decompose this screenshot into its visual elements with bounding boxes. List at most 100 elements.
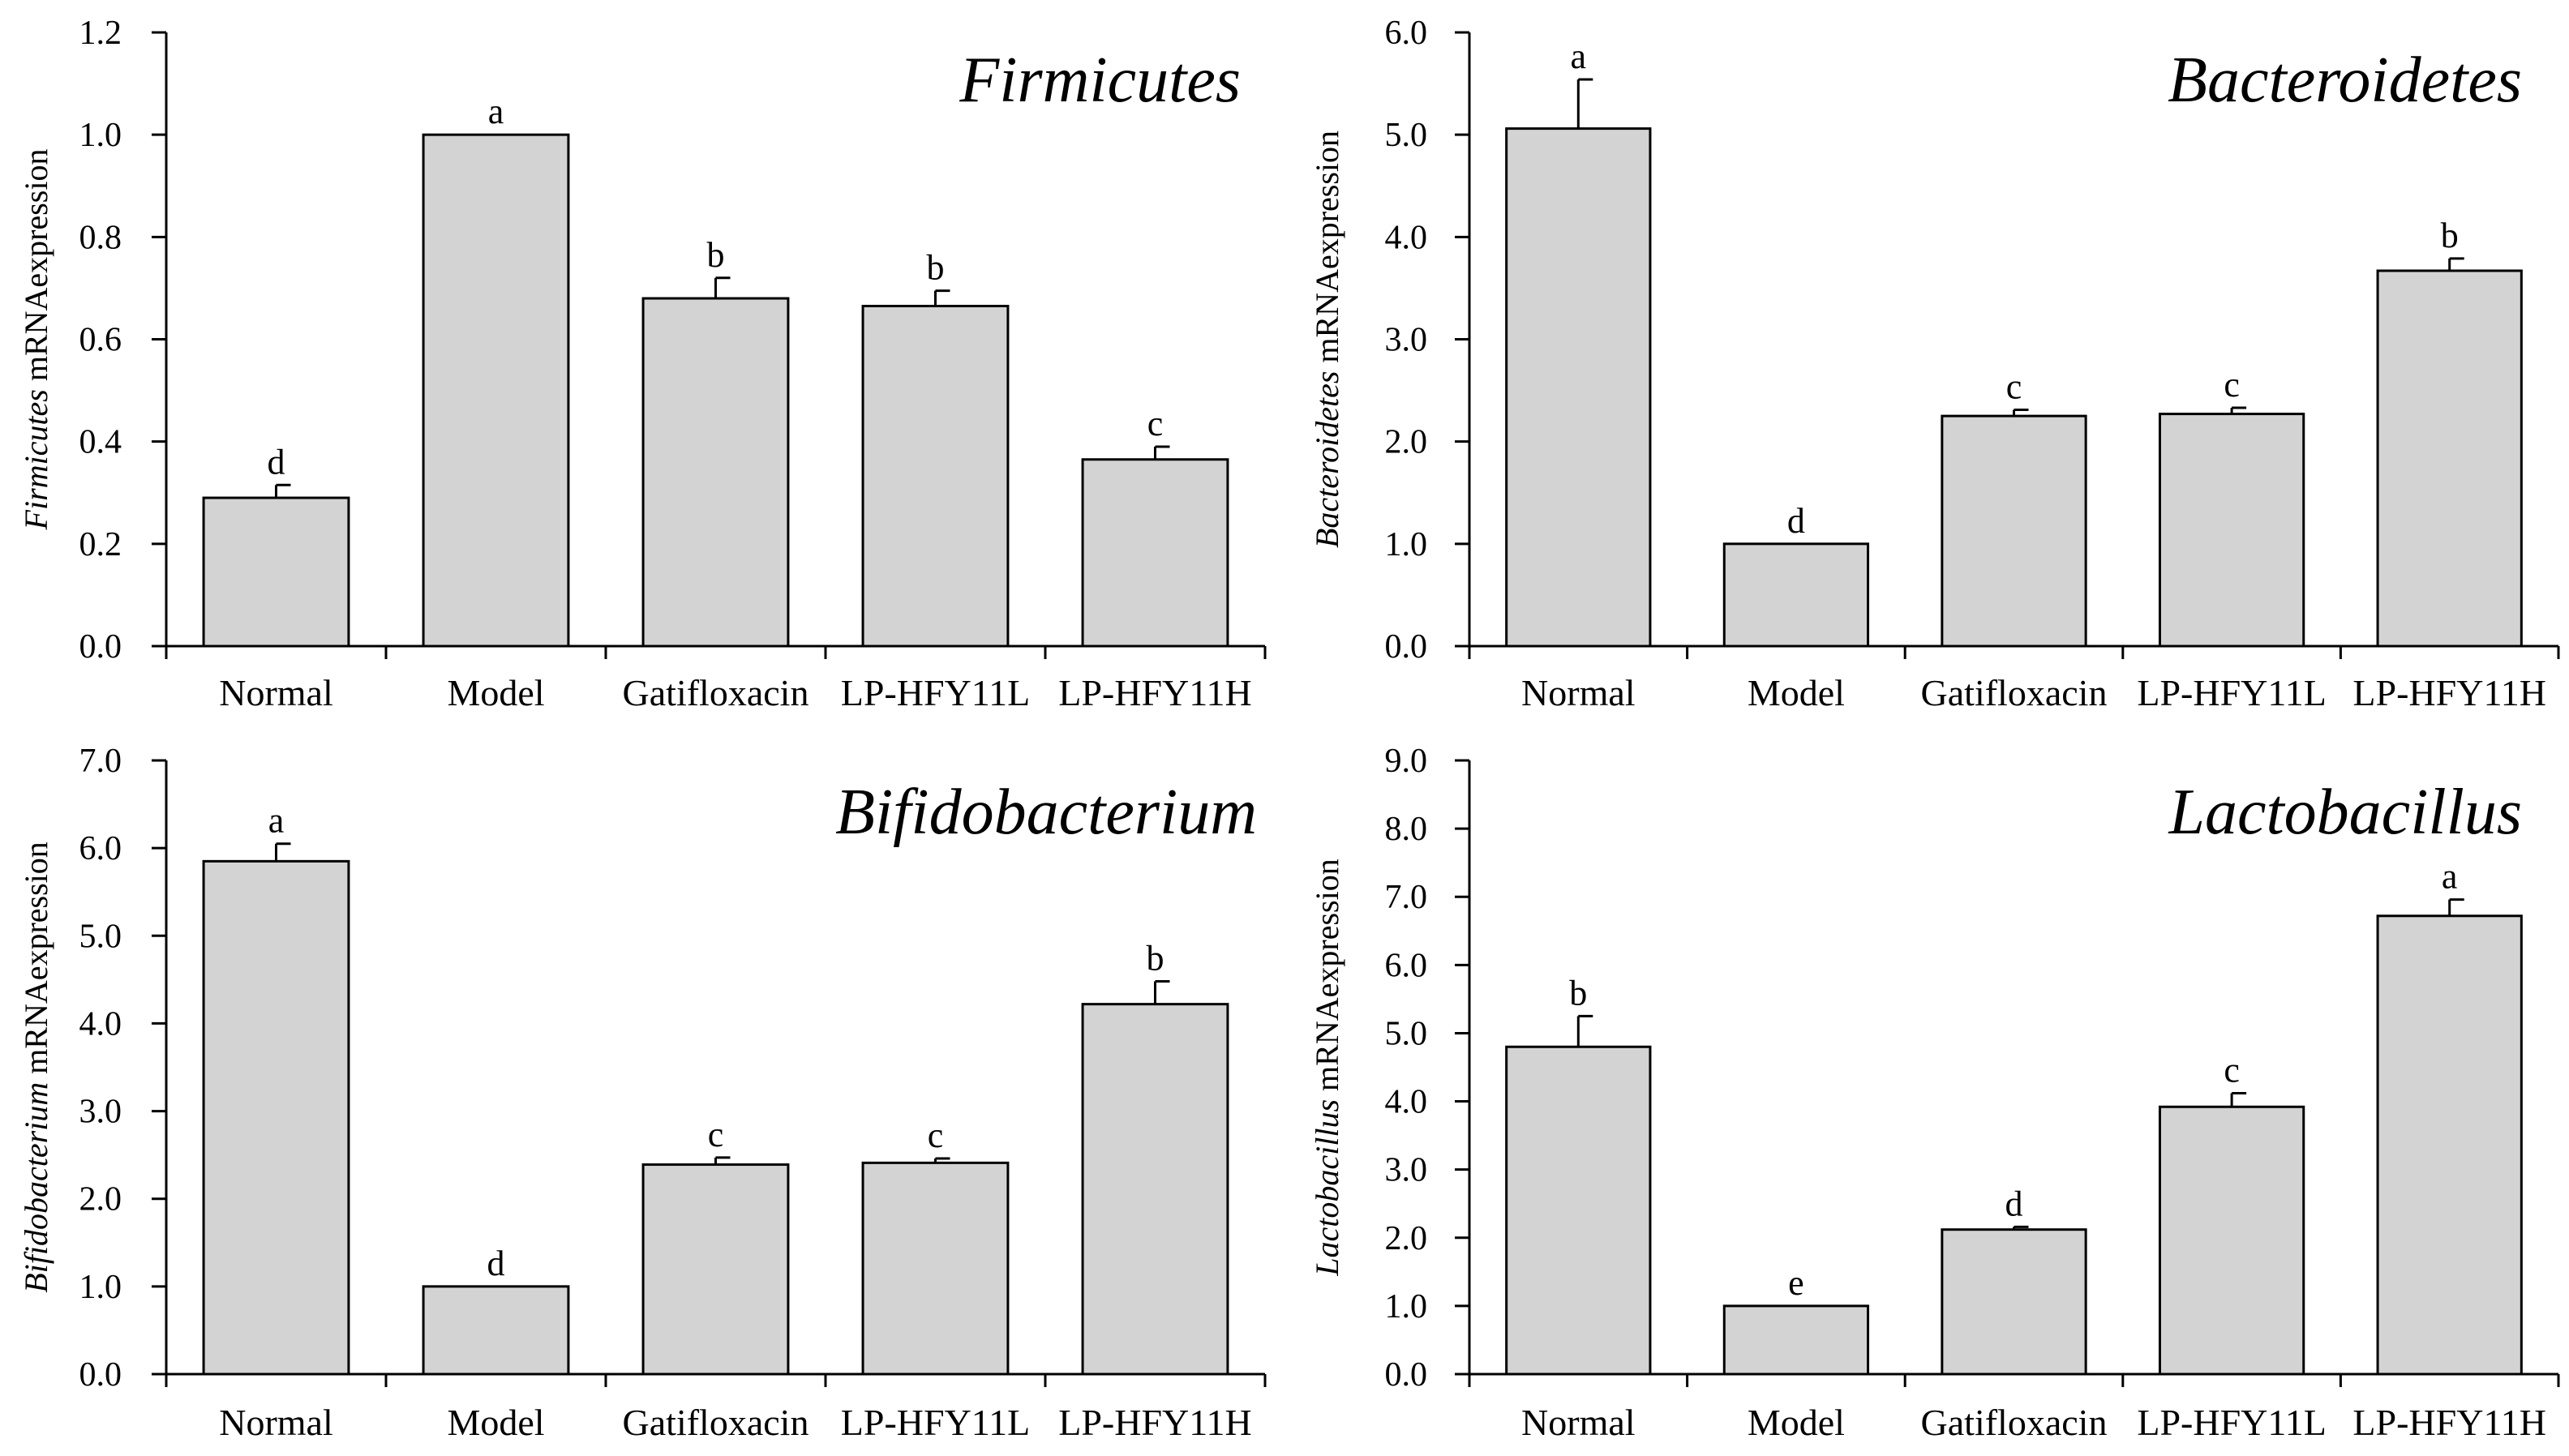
- lactobacillus-y-tick-label: 0.0: [1385, 1356, 1428, 1394]
- bifidobacterium-bar-lp-hfy11l: [861, 1161, 1010, 1376]
- bifidobacterium-y-tick-label: 0.0: [79, 1356, 122, 1394]
- bifidobacterium-significance-letter: b: [1147, 939, 1164, 979]
- bifidobacterium-category-label: Normal: [219, 1402, 333, 1443]
- bifidobacterium-y-tick-label: 1.0: [79, 1269, 122, 1306]
- firmicutes-significance-letter: b: [707, 235, 725, 275]
- lactobacillus-y-tick-label: 4.0: [1385, 1084, 1428, 1121]
- bifidobacterium-bar-gatifloxacin: [641, 1163, 790, 1376]
- firmicutes-significance-letter: a: [488, 92, 504, 131]
- bifidobacterium-y-tick-label: 5.0: [79, 918, 122, 955]
- firmicutes-y-axis-label: Firmicutes mRNAexpression: [18, 149, 54, 531]
- lactobacillus-y-tick-label: 3.0: [1385, 1152, 1428, 1189]
- firmicutes-significance-letter: d: [268, 442, 285, 482]
- bifidobacterium-bar-model: [422, 1285, 570, 1376]
- lactobacillus-bar-normal: [1505, 1045, 1652, 1376]
- bacteroidetes-bar-lp-hfy11l: [2158, 413, 2305, 648]
- bacteroidetes-panel-title: Bacteroidetes: [2168, 45, 2522, 116]
- lactobacillus-category-label: Normal: [1521, 1402, 1636, 1443]
- bifidobacterium-significance-letter: c: [928, 1116, 944, 1155]
- lactobacillus-category-label: LP-HFY11L: [2137, 1402, 2326, 1443]
- bacteroidetes-significance-letter: c: [2224, 365, 2240, 405]
- firmicutes-y-tick-label: 1.0: [79, 117, 122, 154]
- bacteroidetes-bar-lp-hfy11h: [2376, 269, 2523, 648]
- firmicutes-y-tick-label: 0.6: [79, 322, 122, 359]
- bifidobacterium-category-label: Gatifloxacin: [623, 1402, 809, 1443]
- lactobacillus-y-tick-label: 8.0: [1385, 811, 1428, 848]
- bacteroidetes-bar-model: [1722, 542, 1870, 648]
- lactobacillus-significance-letter: c: [2224, 1050, 2240, 1090]
- bacteroidetes-significance-letter: c: [2006, 367, 2022, 407]
- bifidobacterium-panel: 0.0 1.0 2.0 3.0 4.0 5.0 6.0 7.0 a Normal d Model c Ga…: [18, 743, 1267, 1443]
- firmicutes-bar-gatifloxacin: [641, 297, 790, 648]
- firmicutes-y-tick-label: 0.2: [79, 526, 122, 563]
- lactobacillus-significance-letter: b: [1569, 973, 1587, 1013]
- bacteroidetes-category-label: Normal: [1521, 672, 1636, 713]
- bifidobacterium-y-tick-label: 6.0: [79, 830, 122, 867]
- firmicutes-y-tick-label: 0.0: [79, 628, 122, 666]
- bacteroidetes-significance-letter: a: [1571, 36, 1587, 76]
- bacteroidetes-significance-letter: d: [1787, 501, 1805, 541]
- bifidobacterium-bar-lp-hfy11h: [1081, 1003, 1229, 1376]
- bacteroidetes-y-tick-label: 2.0: [1385, 424, 1428, 461]
- lactobacillus-significance-letter: d: [2005, 1184, 2023, 1223]
- bacteroidetes-bar-gatifloxacin: [1941, 414, 2087, 648]
- lactobacillus-y-tick-label: 1.0: [1385, 1288, 1428, 1325]
- firmicutes-significance-letter: c: [1147, 404, 1164, 443]
- firmicutes-y-tick-label: 0.8: [79, 219, 122, 256]
- lactobacillus-y-tick-label: 7.0: [1385, 879, 1428, 916]
- bacteroidetes-y-axis-label: Bacteroidetes mRNAexpression: [1309, 131, 1345, 548]
- firmicutes-bar-model: [422, 133, 570, 648]
- bacteroidetes-y-tick-label: 3.0: [1385, 322, 1428, 359]
- firmicutes-category-label: Model: [447, 672, 544, 713]
- bacteroidetes-category-label: LP-HFY11H: [2352, 672, 2546, 713]
- firmicutes-y-tick-label: 1.2: [79, 15, 122, 52]
- bacteroidetes-y-tick-label: 5.0: [1385, 117, 1428, 154]
- lactobacillus-bar-gatifloxacin: [1941, 1228, 2087, 1376]
- firmicutes-y-tick-label: 0.4: [79, 424, 122, 461]
- lactobacillus-y-tick-label: 9.0: [1385, 743, 1428, 780]
- bifidobacterium-category-label: LP-HFY11H: [1058, 1402, 1252, 1443]
- bifidobacterium-significance-letter: d: [487, 1244, 505, 1283]
- bifidobacterium-y-tick-label: 2.0: [79, 1181, 122, 1218]
- lactobacillus-category-label: Gatifloxacin: [1921, 1402, 2108, 1443]
- firmicutes-category-label: LP-HFY11H: [1058, 672, 1252, 713]
- bifidobacterium-y-axis-label: Bifidobacterium mRNAexpression: [18, 841, 54, 1293]
- lactobacillus-y-axis-label: Lactobacillus mRNAexpression: [1309, 859, 1345, 1276]
- firmicutes-bar-normal: [202, 496, 350, 648]
- bifidobacterium-significance-letter: c: [708, 1115, 724, 1154]
- lactobacillus-y-tick-label: 5.0: [1385, 1015, 1428, 1052]
- bifidobacterium-bar-normal: [202, 859, 350, 1376]
- bacteroidetes-panel: 0.0 1.0 2.0 3.0 4.0 5.0 6.0 a Normal d Model c Gatif…: [1309, 15, 2560, 713]
- firmicutes-category-label: LP-HFY11L: [841, 672, 1030, 713]
- firmicutes-category-label: Gatifloxacin: [623, 672, 809, 713]
- bacteroidetes-y-tick-label: 4.0: [1385, 219, 1428, 256]
- lactobacillus-panel: 0.0 1.0 2.0 3.0 4.0 5.0 6.0 7.0 8.0 9.0 b Normal e Mo…: [1309, 743, 2560, 1443]
- firmicutes-panel: 0.0 0.2 0.4 0.6 0.8 1.0 1.2 d Normal a Model b Gatif…: [18, 15, 1267, 713]
- bifidobacterium-y-tick-label: 3.0: [79, 1094, 122, 1131]
- bifidobacterium-category-label: Model: [447, 1402, 544, 1443]
- bacteroidetes-y-tick-label: 0.0: [1385, 628, 1428, 666]
- bifidobacterium-significance-letter: a: [268, 801, 285, 841]
- lactobacillus-y-tick-label: 2.0: [1385, 1220, 1428, 1257]
- lactobacillus-bar-model: [1722, 1304, 1870, 1376]
- bacteroidetes-category-label: Model: [1748, 672, 1845, 713]
- bacteroidetes-significance-letter: b: [2441, 216, 2459, 255]
- bifidobacterium-y-tick-label: 7.0: [79, 743, 122, 780]
- lactobacillus-significance-letter: a: [2442, 857, 2458, 897]
- firmicutes-significance-letter: b: [927, 248, 945, 288]
- bacteroidetes-y-tick-label: 6.0: [1385, 15, 1428, 52]
- lactobacillus-category-label: Model: [1748, 1402, 1845, 1443]
- firmicutes-bar-lp-hfy11h: [1081, 458, 1229, 648]
- bacteroidetes-category-label: Gatifloxacin: [1921, 672, 2108, 713]
- bifidobacterium-y-tick-label: 4.0: [79, 1005, 122, 1043]
- bifidobacterium-panel-title: Bifidobacterium: [835, 777, 1257, 848]
- lactobacillus-bar-lp-hfy11l: [2158, 1105, 2305, 1376]
- lactobacillus-panel-title: Lactobacillus: [2168, 777, 2522, 848]
- firmicutes-panel-title: Firmicutes: [959, 45, 1241, 116]
- bacteroidetes-bar-normal: [1505, 127, 1652, 648]
- lactobacillus-y-tick-label: 6.0: [1385, 947, 1428, 984]
- bacteroidetes-y-tick-label: 1.0: [1385, 526, 1428, 563]
- lactobacillus-category-label: LP-HFY11H: [2352, 1402, 2546, 1443]
- bacteroidetes-category-label: LP-HFY11L: [2137, 672, 2326, 713]
